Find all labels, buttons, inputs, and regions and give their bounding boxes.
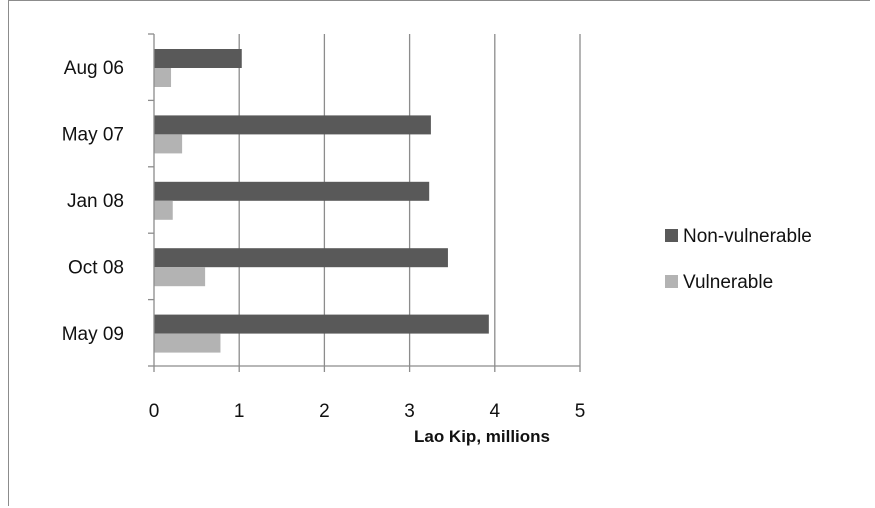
x-tick-label: 0 (149, 401, 160, 422)
bar-vulnerable-4 (154, 333, 221, 353)
x-axis-title: Lao Kip, millions (414, 427, 550, 446)
x-tick-label: 2 (319, 401, 330, 422)
y-tick-label: May 09 (62, 324, 124, 345)
bar-vulnerable-2 (154, 200, 173, 220)
legend-label-non-vulnerable: Non-vulnerable (683, 226, 812, 247)
y-tick-label: Aug 06 (64, 58, 124, 79)
x-tick-label: 4 (490, 401, 501, 422)
chart-frame (8, 0, 870, 506)
bar-non-vulnerable-3 (154, 248, 448, 268)
legend: Non-vulnerable Vulnerable (665, 226, 812, 293)
legend-swatch-non-vulnerable (665, 229, 678, 242)
tick-labels: Aug 06 May 07 Jan 08 Oct 08 May 09 0 1 2 3 4 5 (62, 58, 586, 422)
bar-vulnerable-0 (154, 68, 172, 87)
axes (148, 33, 581, 372)
bar-non-vulnerable-4 (154, 314, 489, 334)
y-tick-label: May 07 (62, 125, 124, 146)
x-tick-label: 1 (234, 401, 245, 422)
bar-vulnerable-1 (154, 134, 183, 154)
legend-swatch-vulnerable (665, 275, 678, 288)
bar-non-vulnerable-2 (154, 181, 430, 201)
bar-vulnerable-3 (154, 267, 206, 287)
y-tick-label: Oct 08 (68, 257, 124, 278)
bars (154, 49, 489, 353)
bar-non-vulnerable-0 (154, 49, 242, 68)
legend-label-vulnerable: Vulnerable (683, 272, 773, 293)
x-tick-label: 3 (404, 401, 415, 422)
y-tick-label: Jan 08 (67, 191, 124, 212)
x-tick-label: 5 (575, 401, 586, 422)
bar-non-vulnerable-1 (154, 115, 431, 135)
